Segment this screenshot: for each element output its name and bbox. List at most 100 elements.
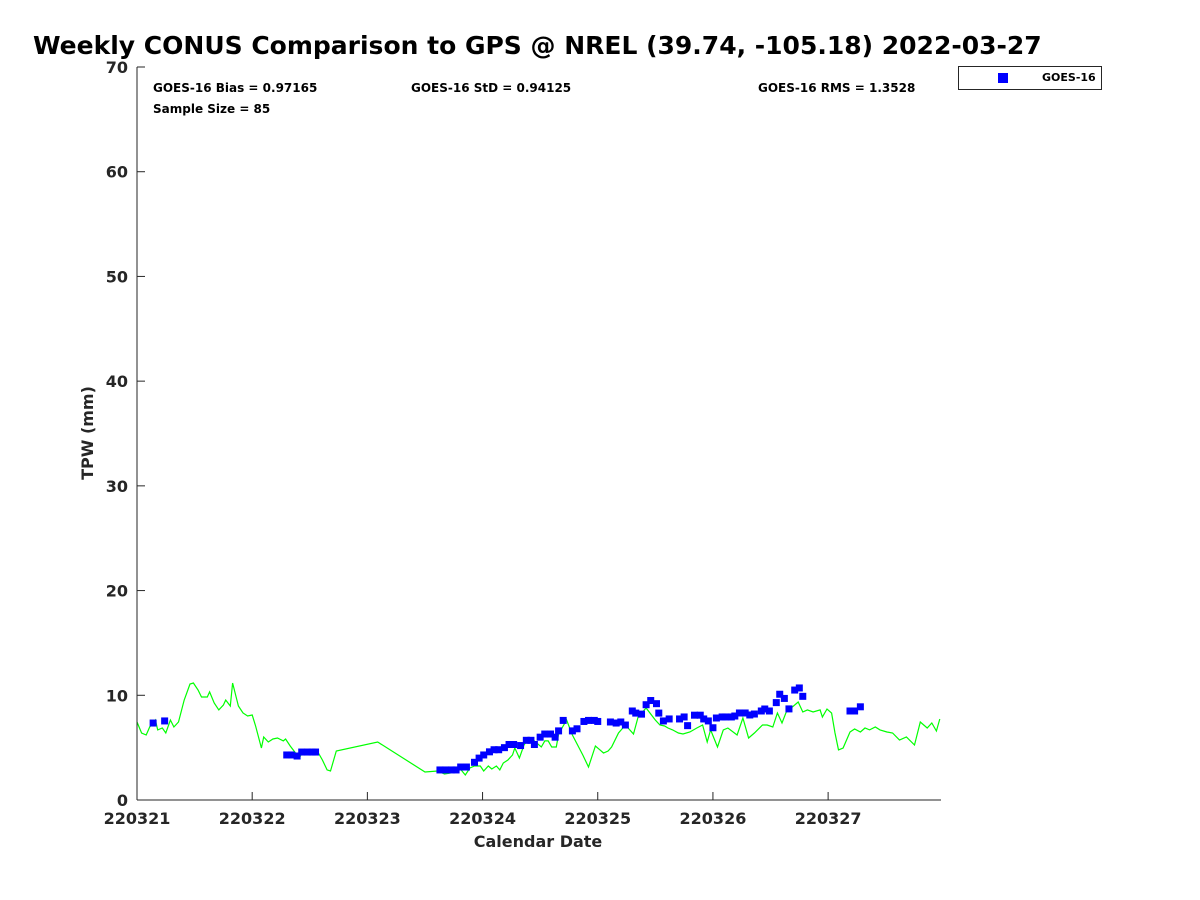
goes16-point (303, 748, 311, 756)
goes16-point (585, 716, 593, 724)
goes16-point (772, 699, 780, 707)
legend-box (958, 66, 1102, 90)
axes (136, 67, 941, 801)
sample-size-stat: Sample Size = 85 (153, 102, 270, 116)
goes16-point (527, 736, 535, 744)
goes16-point (436, 766, 444, 774)
goes16-point (485, 748, 493, 756)
goes16-point (149, 719, 157, 727)
goes16-series (149, 684, 864, 774)
goes16-point (765, 707, 773, 715)
goes16-point (722, 713, 730, 721)
legend: GOES-16 (958, 66, 1102, 90)
goes16-point (536, 733, 544, 741)
legend-label-goes16: GOES-16 (1042, 71, 1096, 84)
goes16-point (580, 717, 588, 725)
goes16-point (606, 718, 614, 726)
x-tick-label: 220322 (219, 809, 286, 828)
y-tick-label: 20 (106, 582, 128, 601)
goes16-point (652, 700, 660, 708)
goes16-point (500, 744, 508, 752)
goes16-point (642, 701, 650, 709)
gps-series (136, 682, 941, 777)
legend-marker-goes16 (998, 73, 1008, 83)
goes16-point (505, 741, 513, 749)
x-tick-label: 220323 (334, 809, 401, 828)
goes16-point (696, 711, 704, 719)
goes16-point (617, 718, 625, 726)
goes16-point (846, 707, 854, 715)
y-tick-label: 50 (106, 267, 128, 286)
goes16-point (551, 733, 559, 741)
std-stat: GOES-16 StD = 0.94125 (411, 81, 571, 95)
goes16-point (731, 712, 739, 720)
goes16-point (761, 705, 769, 713)
goes16-point (457, 763, 465, 771)
goes16-point (559, 716, 567, 724)
goes16-point (741, 709, 749, 717)
goes16-point (293, 752, 301, 760)
goes16-point (776, 690, 784, 698)
goes16-point (495, 746, 503, 754)
goes16-point (547, 730, 555, 738)
y-tick-label: 70 (106, 58, 128, 77)
goes16-point (851, 707, 859, 715)
goes16-point (746, 711, 754, 719)
goes16-point (780, 694, 788, 702)
goes16-point (510, 741, 518, 749)
x-tick-label: 220324 (449, 809, 516, 828)
goes16-point (612, 719, 620, 727)
x-tick-label: 220327 (795, 809, 862, 828)
goes16-point (573, 725, 581, 733)
x-axis-label: Calendar Date (474, 832, 603, 851)
y-tick-label: 0 (117, 791, 128, 810)
goes16-point (462, 763, 470, 771)
goes16-point (541, 730, 549, 738)
bias-stat: GOES-16 Bias = 0.97165 (153, 81, 317, 95)
x-axis-ticks: 220321 220322 220323 220324 220325 220326 2203… (104, 792, 862, 828)
goes16-point (647, 697, 655, 705)
goes16-point (638, 710, 646, 718)
goes16-point (676, 715, 684, 723)
goes16-point (470, 758, 478, 766)
goes16-point (785, 705, 793, 713)
gps-line (136, 682, 941, 777)
goes16-point (799, 692, 807, 700)
chart-title: Weekly CONUS Comparison to GPS @ NREL (3… (33, 31, 1042, 60)
goes16-point (750, 710, 758, 718)
goes16-point (735, 709, 743, 717)
goes16-point (594, 717, 602, 725)
x-tick-label: 220325 (564, 809, 631, 828)
goes16-point (659, 717, 667, 725)
goes16-point (665, 715, 673, 723)
goes16-point (791, 686, 799, 694)
y-tick-label: 10 (106, 686, 128, 705)
goes16-point (691, 711, 699, 719)
goes16-point (680, 713, 688, 721)
goes16-point (704, 717, 712, 725)
goes16-point (490, 746, 498, 754)
goes16-point (442, 766, 450, 774)
goes16-point (621, 721, 629, 729)
goes16-point (555, 727, 563, 735)
rms-stat: GOES-16 RMS = 1.3528 (758, 81, 915, 95)
y-tick-label: 30 (106, 477, 128, 496)
y-axis-label: TPW (mm) (78, 386, 97, 480)
y-tick-label: 60 (106, 163, 128, 182)
goes16-point (712, 714, 720, 722)
goes16-point (700, 715, 708, 723)
goes16-point (283, 751, 291, 759)
goes16-point (795, 684, 803, 692)
goes16-point (632, 709, 640, 717)
goes16-point (312, 748, 320, 756)
goes16-point (684, 722, 692, 730)
goes16-point (480, 751, 488, 759)
goes16-point (298, 748, 306, 756)
goes16-point (287, 751, 295, 759)
x-tick-label: 220326 (680, 809, 747, 828)
goes16-point (709, 724, 717, 732)
x-tick-label: 220321 (104, 809, 171, 828)
goes16-point (856, 703, 864, 711)
goes16-point (568, 727, 576, 735)
